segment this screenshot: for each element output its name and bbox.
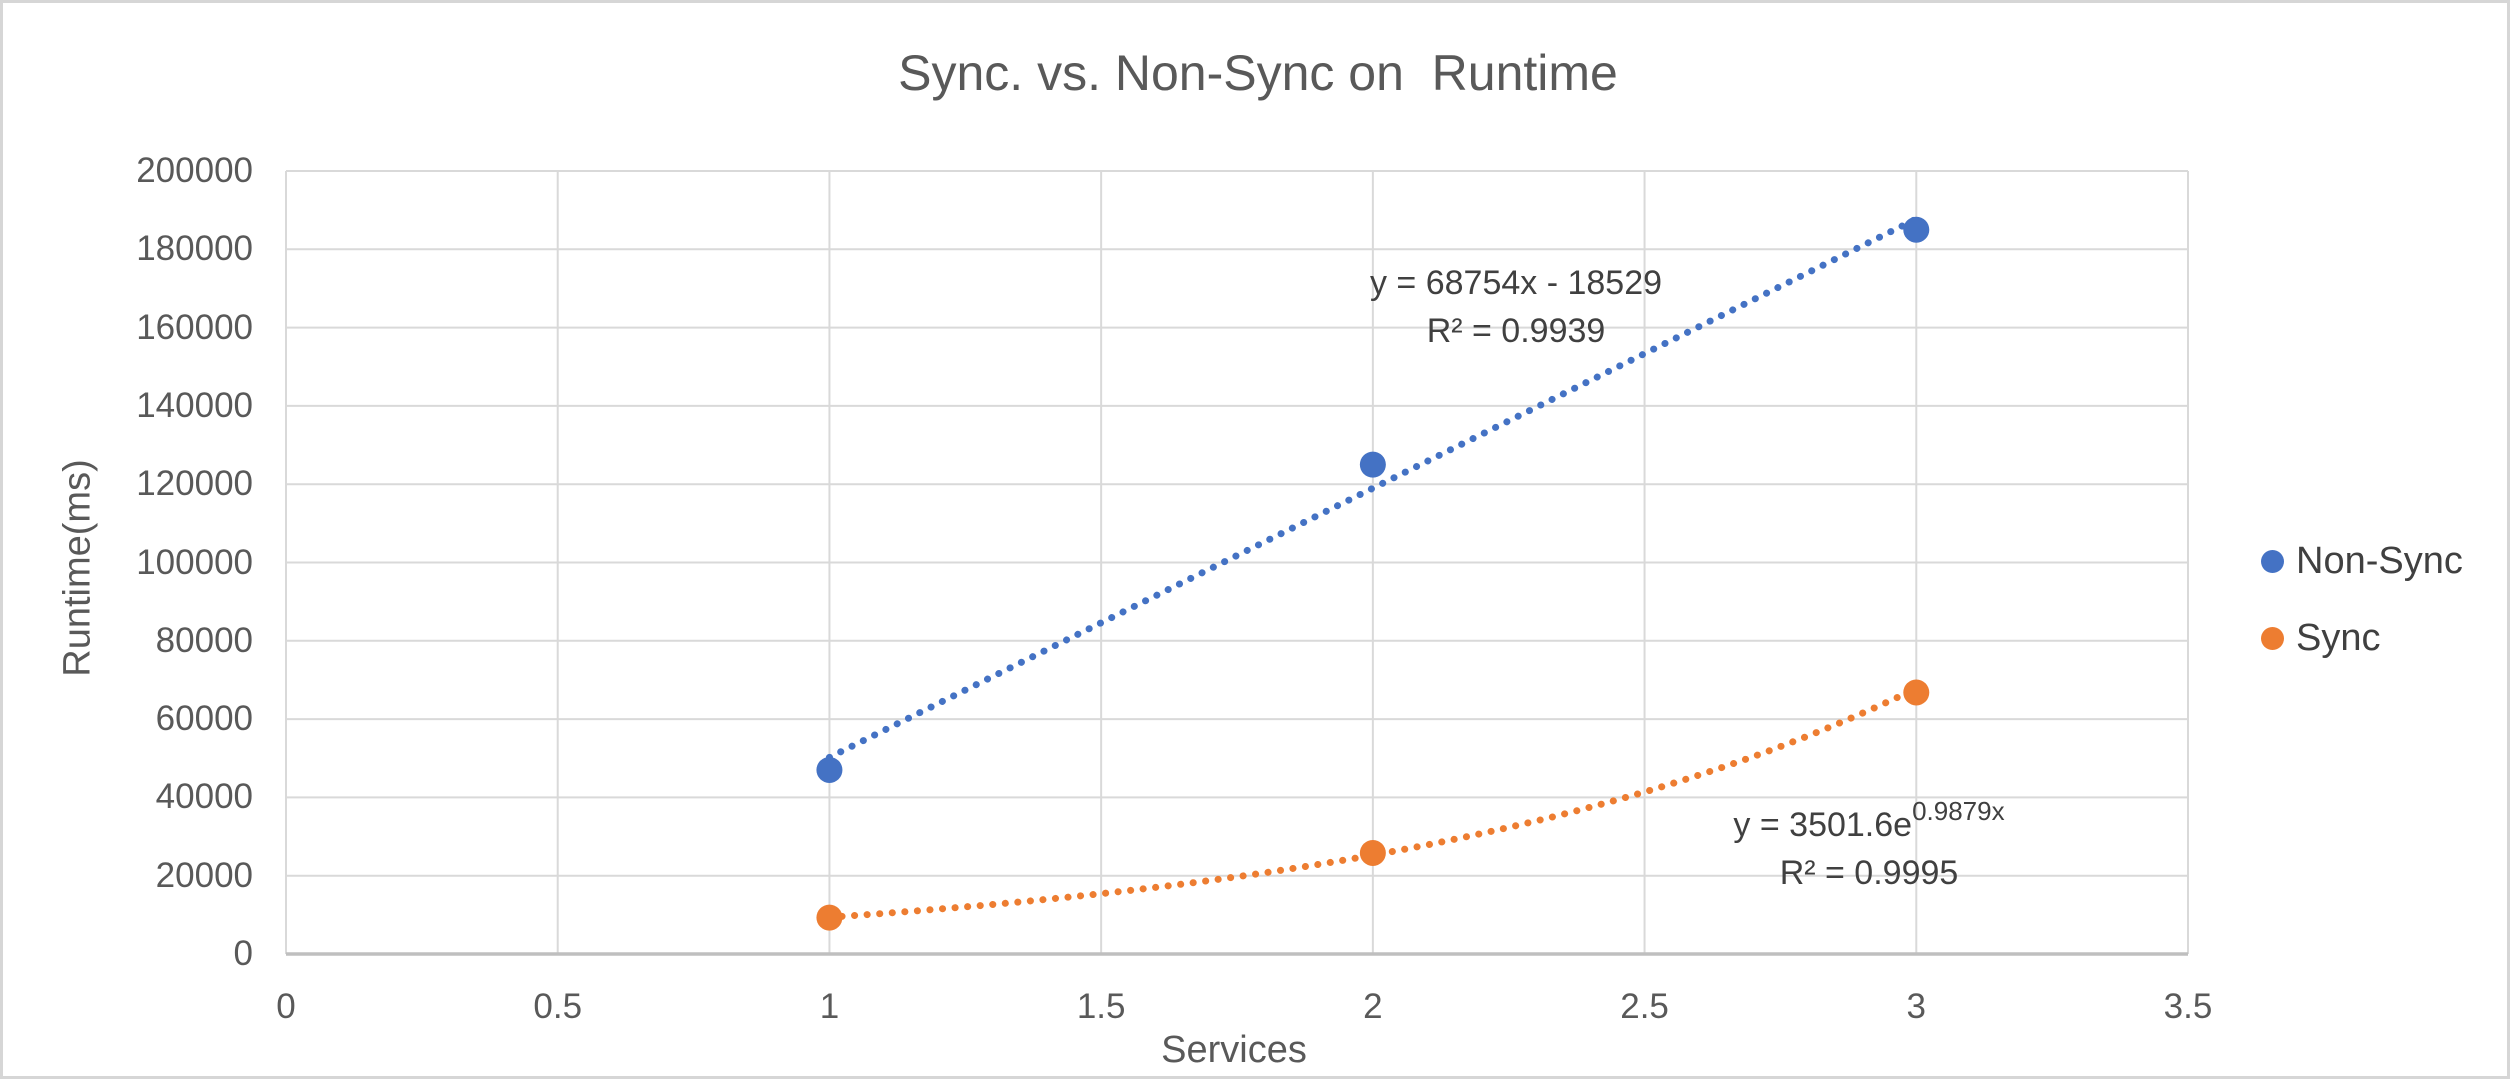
data-point-non-sync[interactable] bbox=[816, 756, 843, 783]
trendline-label-sync: y = 3501.6e0.9879x R² = 0.9995 bbox=[1733, 798, 2004, 897]
plot-area[interactable] bbox=[3, 3, 2510, 1079]
data-point-non-sync[interactable] bbox=[1359, 451, 1386, 478]
y-tick-label: 100000 bbox=[136, 542, 253, 582]
y-tick-label: 60000 bbox=[155, 699, 253, 739]
y-tick-label: 140000 bbox=[136, 385, 253, 425]
legend: Non-Sync Sync bbox=[2261, 539, 2463, 695]
y-tick-label: 40000 bbox=[155, 777, 253, 817]
data-point-non-sync[interactable] bbox=[1903, 216, 1930, 243]
x-tick-label: 2.5 bbox=[1620, 987, 1669, 1026]
legend-marker-sync-icon bbox=[2261, 626, 2284, 650]
x-tick-label: 2 bbox=[1363, 987, 1383, 1026]
chart-title: Sync. vs. Non-Sync on Runtime bbox=[898, 45, 1618, 101]
trendline-sync[interactable] bbox=[825, 685, 1920, 921]
trendline-r2-sync: R² = 0.9995 bbox=[1779, 854, 1959, 892]
y-tick-label: 200000 bbox=[136, 151, 253, 190]
x-axis-title: Services bbox=[1161, 1029, 1307, 1071]
trendline-equation-sync-base: y = 3501.6e bbox=[1733, 806, 1913, 844]
legend-marker-non-sync-icon bbox=[2261, 549, 2284, 573]
legend-item-non-sync[interactable]: Non-Sync bbox=[2261, 539, 2463, 582]
trendline-non-sync[interactable] bbox=[825, 215, 1920, 761]
y-tick-label: 0 bbox=[233, 934, 253, 973]
y-tick-label: 20000 bbox=[155, 855, 253, 895]
x-tick-label: 0 bbox=[276, 987, 296, 1026]
data-point-sync[interactable] bbox=[1903, 679, 1930, 706]
data-point-sync[interactable] bbox=[1359, 839, 1386, 866]
y-tick-label: 180000 bbox=[136, 229, 253, 269]
y-tick-label: 120000 bbox=[136, 464, 253, 504]
y-tick-label: 80000 bbox=[155, 620, 253, 660]
legend-item-sync[interactable]: Sync bbox=[2261, 616, 2463, 659]
x-tick-label: 1.5 bbox=[1076, 987, 1126, 1026]
trendline-r2-non-sync: R² = 0.9939 bbox=[1426, 312, 1606, 350]
y-tick-label: 160000 bbox=[136, 307, 253, 347]
legend-label-non-sync: Non-Sync bbox=[2296, 539, 2463, 582]
legend-label-sync: Sync bbox=[2296, 616, 2381, 659]
x-tick-label: 3 bbox=[1906, 987, 1927, 1026]
trendline-equation-non-sync: y = 68754x - 18529 bbox=[1369, 264, 1663, 302]
data-point-sync[interactable] bbox=[816, 904, 843, 931]
x-tick-label: 3.5 bbox=[2163, 987, 2213, 1026]
x-tick-label: 0.5 bbox=[533, 987, 583, 1026]
trendline-equation-sync: y = 3501.6e0.9879x bbox=[1733, 798, 2004, 849]
x-tick-label: 1 bbox=[819, 987, 840, 1026]
trendline-label-non-sync: y = 68754x - 18529 R² = 0.9939 bbox=[1370, 259, 1662, 355]
trendline-equation-sync-exponent: 0.9879x bbox=[1912, 795, 2005, 826]
